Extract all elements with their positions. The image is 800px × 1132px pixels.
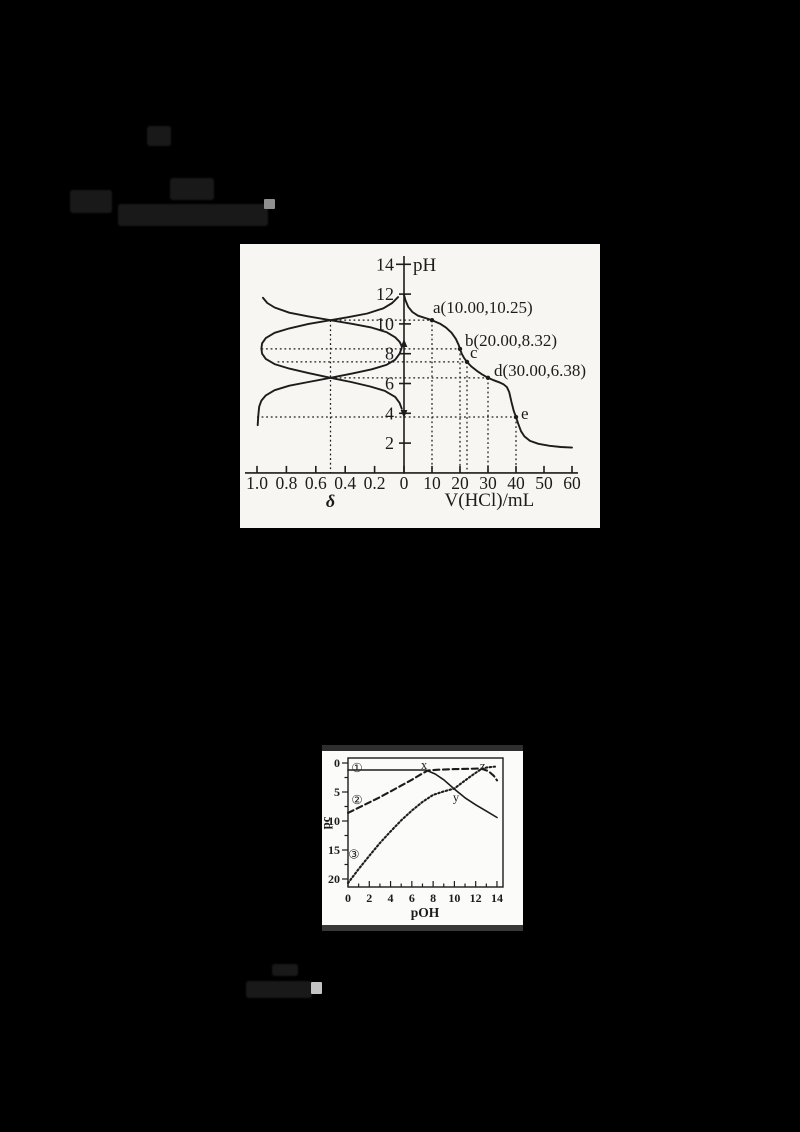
point-marker bbox=[485, 375, 491, 381]
delta-tick-label: 0.4 bbox=[334, 473, 356, 493]
pc-poh-figure: 0 5 10 15 20 0 2 4 6 8 10 12 14 pc pOH ① ② ③ x y z bbox=[322, 751, 523, 925]
point-label: a(10.00,10.25) bbox=[433, 298, 533, 317]
faint-text-fragment bbox=[70, 190, 112, 213]
y-tick-label: 5 bbox=[334, 785, 340, 799]
delta-tick-label: 1.0 bbox=[246, 473, 268, 493]
x-tick-label: 2 bbox=[366, 891, 372, 905]
x-axis-title: pOH bbox=[411, 905, 440, 920]
distribution-curve-middle bbox=[260, 296, 403, 410]
x-tick-label: 8 bbox=[430, 891, 436, 905]
delta-tick-label: 0.6 bbox=[305, 473, 327, 493]
gray-square-artifact bbox=[311, 982, 322, 994]
axes bbox=[245, 256, 578, 474]
faint-text-fragment bbox=[246, 981, 312, 998]
y-axis-title: pH bbox=[413, 255, 437, 276]
ph-tick-label: 12 bbox=[376, 284, 394, 304]
faint-text-fragment bbox=[272, 964, 298, 976]
y-tick-label: 15 bbox=[328, 843, 340, 857]
ph-tick-label: 2 bbox=[385, 433, 394, 453]
x-tick-label: 4 bbox=[388, 891, 394, 905]
ph-tick-label: 4 bbox=[385, 403, 394, 423]
x-tick-label: 0 bbox=[345, 891, 351, 905]
x-tick-label: 10 bbox=[423, 473, 441, 493]
axes bbox=[342, 762, 498, 887]
x-tick-label: 30 bbox=[479, 473, 497, 493]
delta-tick-label: 0.2 bbox=[364, 473, 386, 493]
faint-text-fragment bbox=[170, 178, 214, 200]
guide-lines bbox=[257, 319, 517, 473]
titration-distribution-figure: 2 4 6 8 10 12 14 0 10 20 30 40 50 60 1.0 0.8 0.6 0.4 0.2 pH… bbox=[240, 244, 600, 528]
scan-border-band bbox=[322, 925, 523, 931]
point-marker bbox=[464, 359, 470, 365]
curve-annotation: z bbox=[480, 759, 486, 773]
axis-arrow-down bbox=[400, 410, 408, 418]
y-tick-label: 0 bbox=[334, 756, 340, 770]
faint-text-fragment bbox=[147, 126, 171, 146]
x-tick-label: 10 bbox=[448, 891, 460, 905]
pc-poh-chart: 0 5 10 15 20 0 2 4 6 8 10 12 14 pc pOH ① ② ③ x y z bbox=[322, 756, 504, 920]
y-axis-title: pc bbox=[322, 816, 333, 829]
x-tick-label: 0 bbox=[400, 473, 409, 493]
scan-border-band bbox=[322, 745, 523, 751]
curve-3 bbox=[346, 765, 499, 885]
titration-distribution-chart: 2 4 6 8 10 12 14 0 10 20 30 40 50 60 1.0 0.8 0.6 0.4 0.2 pH… bbox=[245, 254, 586, 511]
x-axis-left-title: δ bbox=[326, 491, 335, 511]
x-tick-label: 20 bbox=[451, 473, 469, 493]
point-marker bbox=[429, 317, 435, 323]
distribution-curve-lower bbox=[256, 346, 403, 427]
delta-tick-label: 0.8 bbox=[275, 473, 297, 493]
x-tick-label: 50 bbox=[535, 473, 553, 493]
plot-frame bbox=[347, 757, 504, 888]
ph-tick-label: 14 bbox=[376, 254, 394, 274]
x-tick-label: 40 bbox=[507, 473, 525, 493]
y-tick-label: 20 bbox=[328, 872, 340, 886]
distribution-curve-upper bbox=[261, 296, 403, 348]
curve-annotation: y bbox=[453, 791, 460, 805]
point-label: d(30.00,6.38) bbox=[494, 361, 586, 380]
x-tick-label: 12 bbox=[470, 891, 482, 905]
curve-annotation: ③ bbox=[348, 847, 359, 862]
curve-annotation: ② bbox=[351, 792, 362, 807]
point-label: e bbox=[521, 404, 529, 423]
y-tick-label: 10 bbox=[328, 814, 340, 828]
x-tick-label: 14 bbox=[491, 891, 503, 905]
x-axis-right-title: V(HCl)/mL bbox=[445, 490, 535, 511]
point-label: c bbox=[470, 343, 478, 362]
ph-tick-label: 8 bbox=[385, 344, 394, 364]
x-tick-label: 6 bbox=[409, 891, 415, 905]
ph-tick-label: 6 bbox=[385, 374, 394, 394]
axis-arrow-up bbox=[400, 339, 408, 347]
curve-1 bbox=[347, 769, 498, 819]
curve-2 bbox=[346, 767, 499, 814]
point-label: b(20.00,8.32) bbox=[465, 331, 557, 350]
x-tick-label: 60 bbox=[563, 473, 581, 493]
point-marker bbox=[457, 346, 463, 352]
faint-text-fragment bbox=[118, 204, 268, 226]
curve-annotation: x bbox=[421, 758, 428, 772]
point-marker bbox=[513, 414, 519, 420]
ph-tick-label: 10 bbox=[376, 314, 394, 334]
curve-annotation: ① bbox=[351, 760, 362, 775]
gray-square-artifact bbox=[264, 199, 275, 209]
